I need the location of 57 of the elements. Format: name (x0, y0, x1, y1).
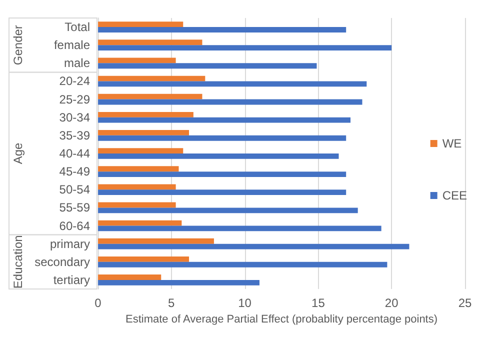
y-tick-label: Total (64, 20, 90, 34)
bar (98, 256, 190, 262)
bar (98, 117, 350, 123)
y-tick-label: 60-64 (59, 218, 90, 233)
bar (98, 135, 346, 141)
bar (98, 22, 184, 28)
y-tick-label: female (54, 38, 90, 52)
legend-label: WE (442, 136, 462, 150)
bar (98, 190, 346, 196)
bar (98, 202, 176, 208)
x-tick-label: 15 (312, 296, 326, 310)
bar (98, 27, 346, 32)
bar (98, 63, 317, 69)
y-tick-label: 55-59 (59, 200, 90, 215)
bar (98, 40, 202, 46)
text: Education (11, 235, 25, 289)
bar (98, 220, 182, 226)
x-axis-title: Estimate of Average Partial Effect (probablity percentage points) (125, 313, 438, 326)
x-tick-label: 5 (168, 296, 176, 310)
text: Age (11, 142, 25, 164)
y-tick-label: 35-39 (59, 128, 90, 142)
bar (98, 45, 392, 51)
y-tick-label: 50-54 (59, 182, 90, 197)
bar (98, 184, 176, 190)
y-tick-label: primary (50, 236, 90, 251)
y-tick-label: secondary (34, 254, 90, 269)
x-tick-label: 20 (384, 296, 399, 310)
bar (98, 154, 339, 159)
bar (98, 172, 346, 177)
y-tick-label: 20-24 (59, 74, 90, 88)
bar (98, 262, 388, 268)
y-tick-label: tertiary (53, 272, 90, 287)
y-tick-label: 25-29 (59, 92, 90, 106)
bar (98, 226, 382, 232)
bar (98, 148, 184, 154)
bar (98, 99, 362, 105)
bar (98, 94, 202, 100)
legend-label: CEE (442, 188, 468, 202)
bar (98, 81, 367, 87)
text: Gender (11, 25, 25, 66)
bar (98, 58, 176, 64)
y-tick-label: 40-44 (59, 146, 90, 160)
y-tick-label: male (64, 56, 90, 70)
bar (98, 244, 410, 250)
bar (98, 130, 190, 136)
bar (98, 112, 194, 118)
x-tick-label: 10 (238, 296, 252, 310)
bar (98, 274, 162, 280)
x-tick-label: 25 (458, 296, 472, 310)
bar (98, 166, 179, 172)
y-tick-label: 45-49 (59, 164, 90, 179)
x-tick-label: 0 (94, 296, 102, 310)
bar (98, 238, 214, 244)
bar (98, 76, 206, 82)
bar (98, 208, 358, 214)
bar (98, 280, 260, 286)
y-tick-label: 30-34 (59, 110, 90, 124)
